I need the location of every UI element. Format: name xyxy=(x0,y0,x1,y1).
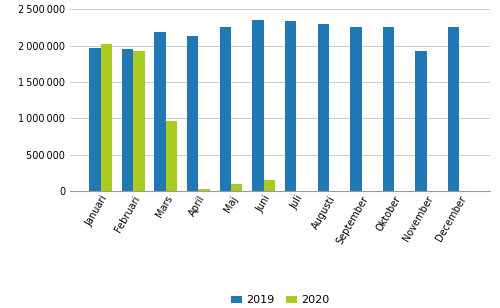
Bar xyxy=(231,184,242,191)
Bar xyxy=(252,20,264,191)
Legend: 2019, 2020: 2019, 2020 xyxy=(226,291,334,308)
Bar xyxy=(154,32,166,191)
Bar xyxy=(416,51,427,191)
Bar xyxy=(100,44,112,191)
Bar xyxy=(220,27,231,191)
Bar xyxy=(198,189,210,191)
Bar xyxy=(318,24,329,191)
Bar xyxy=(187,36,198,191)
Bar xyxy=(264,180,275,191)
Bar xyxy=(133,51,144,191)
Bar xyxy=(166,121,177,191)
Bar xyxy=(448,27,460,191)
Bar xyxy=(285,21,296,191)
Bar xyxy=(122,49,133,191)
Bar xyxy=(350,27,362,191)
Bar xyxy=(89,48,101,191)
Bar xyxy=(383,27,394,191)
